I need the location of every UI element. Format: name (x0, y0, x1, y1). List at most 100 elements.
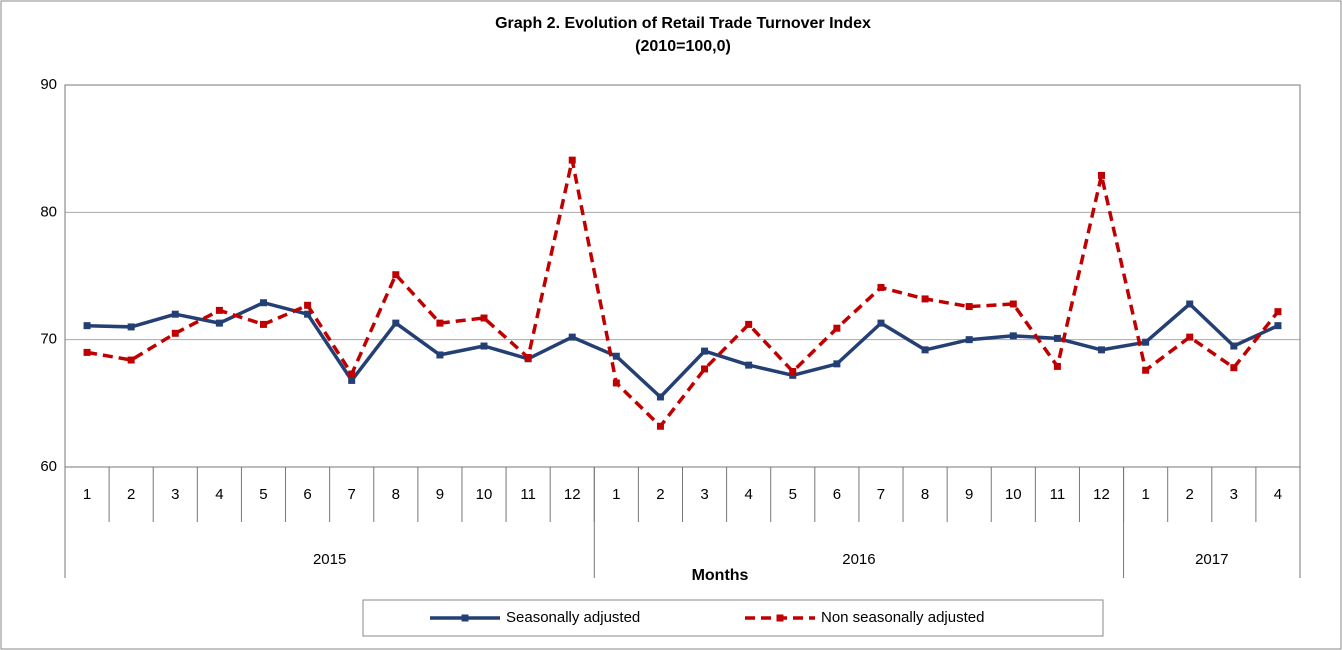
point-marker (1009, 332, 1017, 340)
point-marker (701, 347, 709, 355)
point-marker (1186, 333, 1194, 341)
x-tick-label: 6 (833, 486, 841, 503)
x-tick-label: 1 (612, 486, 620, 503)
point-marker (1009, 300, 1017, 308)
point-marker (701, 365, 709, 373)
point-marker (965, 303, 973, 311)
point-marker (348, 370, 356, 378)
point-marker (1053, 362, 1061, 370)
x-tick-label: 9 (436, 486, 444, 503)
point-marker (524, 353, 532, 361)
y-tick-label: 90 (40, 76, 57, 93)
point-marker (480, 314, 488, 322)
point-marker (1098, 346, 1106, 354)
point-marker (259, 320, 267, 328)
point-marker (1230, 364, 1238, 372)
legend-marker (776, 614, 784, 622)
point-marker (304, 310, 312, 318)
point-marker (568, 333, 576, 341)
point-marker (215, 319, 223, 327)
x-tick-label: 4 (744, 486, 752, 503)
point-marker (877, 319, 885, 327)
y-tick-label: 70 (40, 331, 57, 348)
point-marker (1053, 334, 1061, 342)
point-marker (215, 306, 223, 314)
point-marker (83, 348, 91, 356)
x-tick-label: 5 (789, 486, 797, 503)
legend-marker (461, 614, 469, 622)
point-marker (392, 271, 400, 279)
point-marker (833, 360, 841, 368)
y-tick-label: 60 (40, 458, 57, 475)
x-tick-label: 7 (348, 486, 356, 503)
x-tick-label: 8 (921, 486, 929, 503)
x-tick-label: 3 (700, 486, 708, 503)
x-tick-label: 3 (1230, 486, 1238, 503)
point-marker (304, 301, 312, 309)
point-marker (877, 283, 885, 291)
point-marker (1230, 342, 1238, 350)
x-tick-label: 11 (1050, 486, 1066, 503)
x-axis-label: Months (692, 567, 749, 584)
point-marker (127, 356, 135, 364)
chart-title: Graph 2. Evolution of Retail Trade Turno… (495, 15, 871, 32)
point-marker (348, 376, 356, 384)
x-tick-label: 12 (564, 486, 581, 503)
point-marker (745, 320, 753, 328)
x-tick-label: 9 (965, 486, 973, 503)
point-marker (612, 352, 620, 360)
point-marker (568, 156, 576, 164)
point-marker (789, 371, 797, 379)
chart-subtitle: (2010=100,0) (635, 38, 731, 55)
point-marker (1186, 300, 1194, 308)
x-tick-label: 6 (303, 486, 311, 503)
point-marker (833, 324, 841, 332)
x-tick-label: 2 (127, 486, 135, 503)
point-marker (436, 319, 444, 327)
point-marker (745, 361, 753, 369)
point-marker (921, 295, 929, 303)
legend-label: Seasonally adjusted (506, 609, 640, 626)
x-tick-label: 10 (476, 486, 493, 503)
x-tick-label: 2 (656, 486, 664, 503)
x-tick-label: 2 (1186, 486, 1194, 503)
point-marker (480, 342, 488, 350)
point-marker (1098, 171, 1106, 179)
point-marker (83, 322, 91, 330)
x-tick-label: 11 (520, 486, 536, 503)
point-marker (171, 310, 179, 318)
x-tick-label: 4 (1274, 486, 1282, 503)
x-tick-label: 4 (215, 486, 223, 503)
point-marker (171, 329, 179, 337)
x-tick-label: 12 (1093, 486, 1110, 503)
point-marker (921, 346, 929, 354)
y-tick-label: 80 (40, 203, 57, 220)
series-line (86, 158, 1280, 429)
x-group-label: 2017 (1195, 551, 1228, 568)
x-group-label: 2016 (842, 551, 875, 568)
point-marker (127, 323, 135, 331)
x-tick-label: 8 (392, 486, 400, 503)
point-marker (1274, 308, 1282, 316)
point-marker (965, 336, 973, 344)
point-marker (612, 379, 620, 387)
point-marker (656, 393, 664, 401)
point-marker (1274, 322, 1282, 330)
series-line (87, 300, 1279, 399)
x-group-label: 2015 (313, 551, 346, 568)
x-tick-label: 3 (171, 486, 179, 503)
point-marker (259, 299, 267, 307)
point-marker (789, 368, 797, 375)
x-tick-label: 1 (1141, 486, 1149, 503)
x-tick-label: 7 (877, 486, 885, 503)
x-tick-label: 1 (83, 486, 91, 503)
point-marker (436, 351, 444, 359)
point-marker (656, 422, 664, 430)
x-tick-label: 10 (1005, 486, 1022, 503)
x-tick-label: 5 (259, 486, 267, 503)
point-marker (392, 319, 400, 327)
legend-label: Non seasonally adjusted (821, 609, 984, 626)
point-marker (1142, 338, 1150, 346)
